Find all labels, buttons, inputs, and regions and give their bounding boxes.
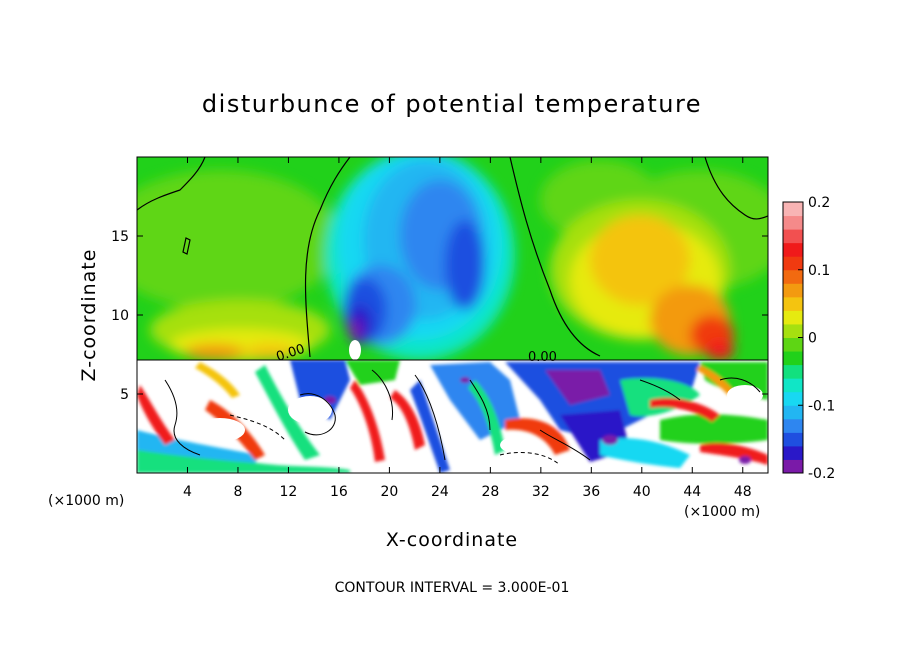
colorbar-tick-label: 0.2 [808, 195, 830, 211]
x-tick-label: 36 [582, 484, 600, 500]
colorbar-swatch [783, 418, 803, 433]
upper-layer-field [137, 157, 768, 360]
colorbar-swatch [783, 296, 803, 311]
colorbar-swatch [783, 202, 803, 217]
x-tick-label: 40 [633, 484, 651, 500]
x-tick-label: 24 [431, 484, 449, 500]
x-tick-label: 4 [183, 484, 192, 500]
colorbar-swatch [783, 310, 803, 325]
x-axis-title: X-coordinate [386, 529, 518, 551]
colorbar-swatch [783, 337, 803, 352]
colorbar-swatch [783, 445, 803, 460]
colorbar-swatch [783, 269, 803, 284]
x-tick-label: 16 [330, 484, 348, 500]
chart-title: disturbunce of potential temperature [202, 90, 702, 118]
x-unit-label-left: (×1000 m) [48, 493, 124, 509]
x-tick-label: 8 [233, 484, 242, 500]
colorbar-swatch [783, 351, 803, 366]
y-axis-title: Z-coordinate [78, 249, 100, 382]
colorbar-swatch [783, 405, 803, 420]
y-tick-label: 10 [111, 308, 129, 324]
colorbar-ticks: 0.2 0.1 0 -0.1 -0.2 [798, 195, 835, 482]
colorbar-swatch [783, 283, 803, 298]
lower-layer-field [137, 360, 768, 473]
colorbar-swatch [783, 215, 803, 230]
x-tick-label: 28 [481, 484, 499, 500]
x-tick-label: 12 [280, 484, 298, 500]
x-tick-label: 48 [734, 484, 752, 500]
colorbar-swatch [783, 432, 803, 447]
colorbar-swatch [783, 323, 803, 338]
y-tick-label: 5 [120, 387, 129, 403]
x-tick-label: 32 [532, 484, 550, 500]
x-unit-label-right: (×1000 m) [684, 504, 760, 520]
colorbar-swatch [783, 256, 803, 271]
contour-interval-note: CONTOUR INTERVAL = 3.000E-01 [335, 580, 570, 596]
x-axis: 4 8 12 16 20 24 28 32 36 40 44 48 [183, 157, 752, 500]
colorbar-tick-label: 0.1 [808, 263, 830, 279]
y-axis: 5 10 15 [111, 229, 768, 403]
colorbar-swatch [783, 242, 803, 257]
y-tick-label: 15 [111, 229, 129, 245]
colorbar-swatch [783, 229, 803, 244]
colorbar-tick-label: -0.1 [808, 398, 835, 414]
colorbar-swatch [783, 364, 803, 379]
plot-area: 0.00 0.00 [136, 156, 769, 474]
colorbar-swatch [783, 459, 803, 474]
colorbar [782, 201, 804, 474]
colorbar-tick-label: 0 [808, 331, 817, 347]
x-tick-label: 44 [683, 484, 701, 500]
contour-label-right: 0.00 [528, 350, 557, 365]
x-tick-label: 20 [380, 484, 398, 500]
colorbar-swatch [783, 391, 803, 406]
colorbar-swatch [783, 378, 803, 393]
colorbar-tick-label: -0.2 [808, 466, 835, 482]
